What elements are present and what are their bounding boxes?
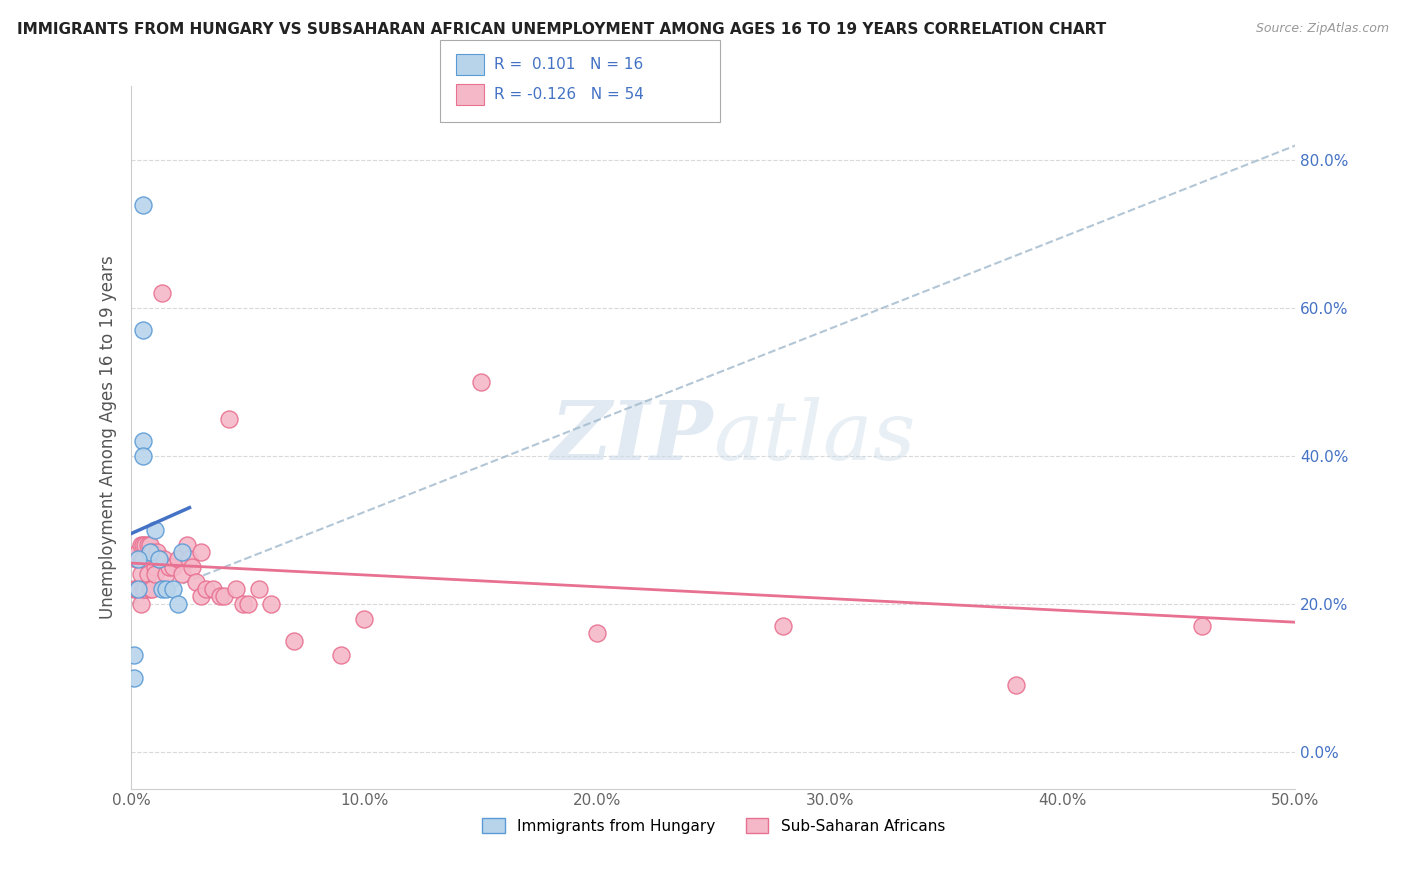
Point bbox=[125, 582, 148, 596]
Point bbox=[153, 552, 176, 566]
Point bbox=[127, 545, 149, 559]
Point bbox=[194, 582, 217, 596]
Point bbox=[125, 552, 148, 566]
Point bbox=[143, 567, 166, 582]
Point bbox=[132, 552, 155, 566]
Point bbox=[157, 559, 180, 574]
Point bbox=[132, 582, 155, 596]
Point bbox=[162, 582, 184, 596]
Point bbox=[586, 626, 609, 640]
Point bbox=[127, 552, 149, 566]
Text: Source: ZipAtlas.com: Source: ZipAtlas.com bbox=[1256, 22, 1389, 36]
Point bbox=[772, 619, 794, 633]
Point bbox=[208, 590, 231, 604]
Point bbox=[132, 434, 155, 449]
Point bbox=[132, 197, 155, 211]
Point bbox=[127, 582, 149, 596]
Point bbox=[225, 582, 247, 596]
Point bbox=[122, 582, 145, 596]
Point bbox=[127, 582, 149, 596]
Point bbox=[132, 538, 155, 552]
Point bbox=[132, 449, 155, 463]
Point bbox=[155, 567, 177, 582]
Point bbox=[186, 574, 208, 589]
Y-axis label: Unemployment Among Ages 16 to 19 years: Unemployment Among Ages 16 to 19 years bbox=[100, 256, 117, 619]
Point bbox=[146, 545, 169, 559]
Point bbox=[260, 597, 283, 611]
Point bbox=[141, 582, 163, 596]
Point bbox=[143, 523, 166, 537]
Point bbox=[136, 567, 159, 582]
Point bbox=[172, 545, 194, 559]
Point bbox=[247, 582, 270, 596]
Point bbox=[139, 538, 162, 552]
Point bbox=[139, 582, 162, 596]
Point bbox=[201, 582, 224, 596]
Text: atlas: atlas bbox=[713, 398, 915, 477]
Point bbox=[150, 286, 173, 301]
Point bbox=[353, 611, 375, 625]
Point bbox=[129, 538, 152, 552]
Point bbox=[162, 559, 184, 574]
Point bbox=[155, 582, 177, 596]
Point bbox=[132, 323, 155, 337]
Point bbox=[190, 545, 212, 559]
Point bbox=[148, 552, 170, 566]
Point bbox=[134, 582, 156, 596]
Point bbox=[166, 552, 188, 566]
Point bbox=[236, 597, 259, 611]
Point bbox=[143, 559, 166, 574]
Text: R = -0.126   N = 54: R = -0.126 N = 54 bbox=[494, 87, 644, 102]
Point bbox=[214, 590, 236, 604]
Point bbox=[176, 538, 198, 552]
Point bbox=[172, 567, 194, 582]
Point bbox=[180, 559, 202, 574]
Point bbox=[150, 582, 173, 596]
Point bbox=[122, 648, 145, 663]
Point bbox=[1005, 678, 1028, 692]
Point bbox=[283, 633, 305, 648]
Point bbox=[218, 412, 240, 426]
Point bbox=[179, 552, 201, 566]
Point bbox=[136, 538, 159, 552]
Point bbox=[139, 545, 162, 559]
Point bbox=[232, 597, 254, 611]
Point bbox=[122, 671, 145, 685]
Point bbox=[134, 538, 156, 552]
Point bbox=[129, 567, 152, 582]
Point bbox=[329, 648, 352, 663]
Text: IMMIGRANTS FROM HUNGARY VS SUBSAHARAN AFRICAN UNEMPLOYMENT AMONG AGES 16 TO 19 Y: IMMIGRANTS FROM HUNGARY VS SUBSAHARAN AF… bbox=[17, 22, 1107, 37]
Point bbox=[190, 590, 212, 604]
Point bbox=[129, 597, 152, 611]
Point bbox=[1191, 619, 1213, 633]
Point bbox=[141, 545, 163, 559]
Point bbox=[148, 552, 170, 566]
Legend: Immigrants from Hungary, Sub-Saharan Africans: Immigrants from Hungary, Sub-Saharan Afr… bbox=[482, 818, 945, 833]
Point bbox=[470, 375, 492, 389]
Text: R =  0.101   N = 16: R = 0.101 N = 16 bbox=[494, 57, 643, 71]
Point bbox=[166, 597, 188, 611]
Text: ZIP: ZIP bbox=[551, 398, 713, 477]
